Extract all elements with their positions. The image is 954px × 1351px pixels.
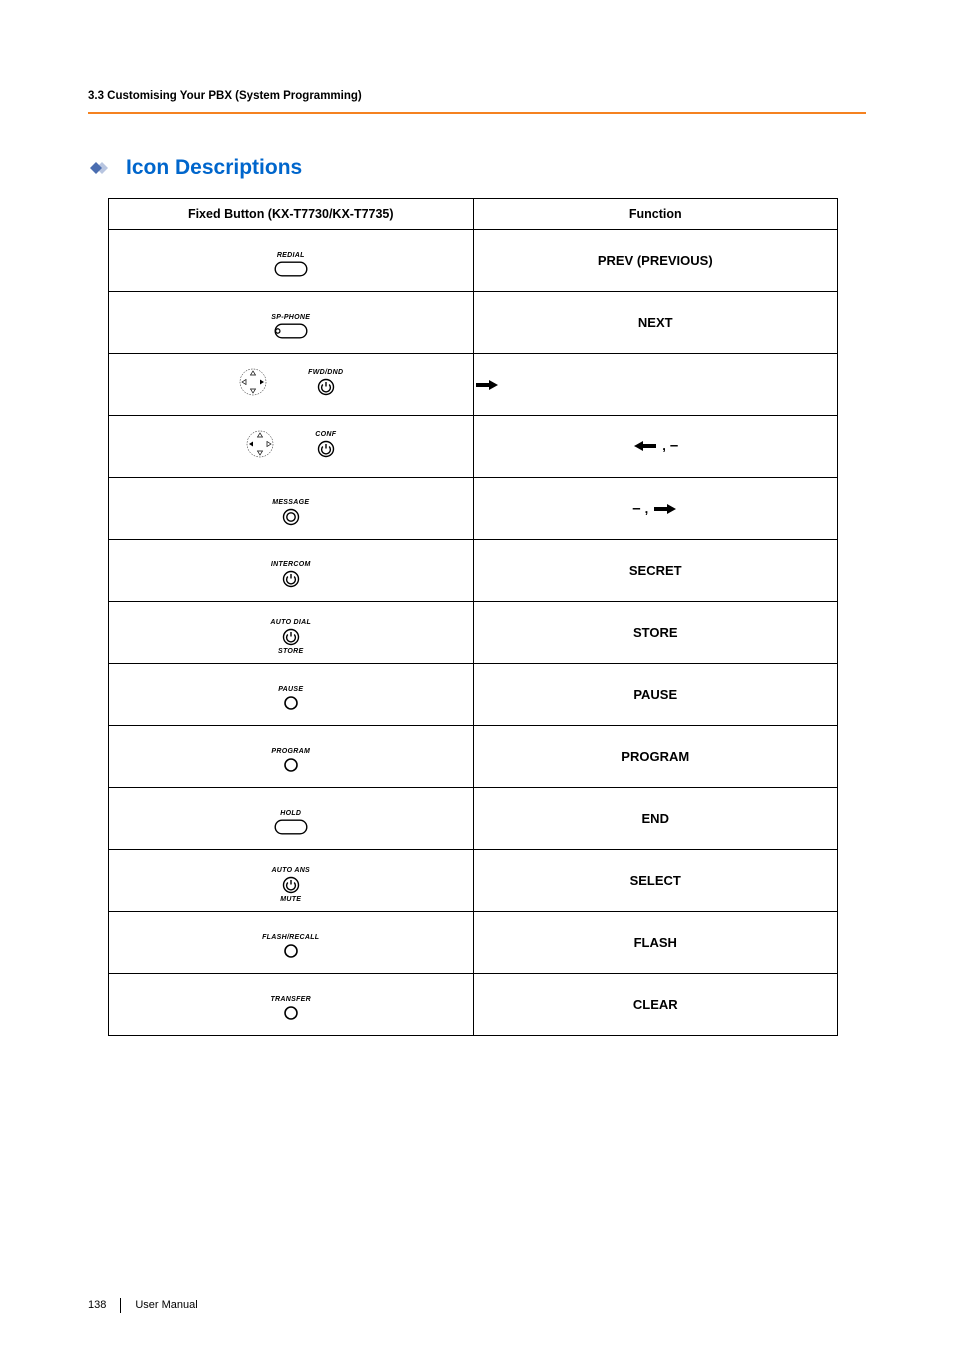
section-header: 3.3 Customising Your PBX (System Program… xyxy=(88,90,866,114)
func-cell: CLEAR xyxy=(473,974,838,1036)
table-row: INTERCOM SECRET xyxy=(109,540,838,602)
btn-cell: AUTO DIAL STORE xyxy=(109,602,474,664)
btn-cell: TRANSFER xyxy=(109,974,474,1036)
table-row: FWD/DND xyxy=(109,354,838,416)
btn-label: REDIAL xyxy=(277,252,305,259)
led-circle-button-icon xyxy=(317,378,335,396)
led-circle-button-icon xyxy=(282,876,300,894)
nav-pad-left-icon xyxy=(245,429,275,459)
oval-button-icon xyxy=(274,261,308,277)
circle-button-icon xyxy=(283,695,299,711)
table-row: FLASH/RECALL FLASH xyxy=(109,912,838,974)
func-cell: FLASH xyxy=(473,912,838,974)
btn-label: MESSAGE xyxy=(272,499,309,506)
oval-dot-button-icon xyxy=(274,323,308,339)
arrow-right-icon xyxy=(474,378,838,392)
btn-label: TRANSFER xyxy=(270,996,311,1003)
dash: – xyxy=(632,500,640,517)
btn-label: AUTO DIAL xyxy=(270,619,311,626)
btn-label: AUTO ANS xyxy=(271,867,310,874)
led-circle-button-icon xyxy=(282,628,300,646)
arrow-left-icon xyxy=(632,439,658,453)
table-row: AUTO DIAL STORE STORE xyxy=(109,602,838,664)
btn-label-bottom: STORE xyxy=(278,648,304,655)
led-circle-button-icon xyxy=(317,440,335,458)
comma: , xyxy=(645,501,649,516)
table-row: TRANSFER CLEAR xyxy=(109,974,838,1036)
btn-label: FLASH/RECALL xyxy=(262,934,319,941)
table-row: CONF xyxy=(109,416,838,478)
table-row: REDIAL PREV (PREVIOUS) xyxy=(109,230,838,292)
double-diamond-icon xyxy=(88,160,116,176)
table-row: PAUSE PAUSE xyxy=(109,664,838,726)
btn-cell: AUTO ANS MUTE xyxy=(109,850,474,912)
nav-pad-right-icon xyxy=(238,367,268,397)
func-cell: SECRET xyxy=(473,540,838,602)
func-cell: , – xyxy=(473,416,838,478)
btn-cell: REDIAL xyxy=(109,230,474,292)
led-circle-button-icon xyxy=(282,570,300,588)
func-cell: PREV (PREVIOUS) xyxy=(473,230,838,292)
func-cell: END xyxy=(473,788,838,850)
page-number: 138 xyxy=(88,1298,121,1313)
table-row: AUTO ANS MUTE SELECT xyxy=(109,850,838,912)
func-cell: NEXT xyxy=(473,292,838,354)
btn-label: PROGRAM xyxy=(271,748,310,755)
btn-cell: FWD/DND xyxy=(109,354,474,416)
btn-label: HOLD xyxy=(280,810,301,817)
func-cell: STORE xyxy=(473,602,838,664)
func-cell xyxy=(473,354,838,416)
table-row: MESSAGE – , xyxy=(109,478,838,540)
comma: , xyxy=(662,438,666,453)
btn-cell: INTERCOM xyxy=(109,540,474,602)
btn-label: PAUSE xyxy=(278,686,303,693)
dash: – xyxy=(670,437,678,454)
th-function: Function xyxy=(473,199,838,230)
manual-label: User Manual xyxy=(121,1299,197,1311)
btn-cell: SP-PHONE xyxy=(109,292,474,354)
icon-descriptions-table: Fixed Button (KX-T7730/KX-T7735) Functio… xyxy=(108,198,838,1036)
btn-label: INTERCOM xyxy=(271,561,311,568)
func-cell: PROGRAM xyxy=(473,726,838,788)
btn-cell: PROGRAM xyxy=(109,726,474,788)
table-row: HOLD END xyxy=(109,788,838,850)
btn-label: SP-PHONE xyxy=(271,314,310,321)
btn-cell: HOLD xyxy=(109,788,474,850)
table-row: PROGRAM PROGRAM xyxy=(109,726,838,788)
arrow-right-icon xyxy=(652,502,678,516)
func-cell: – , xyxy=(473,478,838,540)
btn-label-bottom: MUTE xyxy=(280,896,301,903)
btn-label: FWD/DND xyxy=(308,369,343,376)
footer: 138 User Manual xyxy=(88,1298,198,1313)
btn-cell: MESSAGE xyxy=(109,478,474,540)
btn-cell: CONF xyxy=(109,416,474,478)
table-row: SP-PHONE NEXT xyxy=(109,292,838,354)
title-text: Icon Descriptions xyxy=(126,156,302,180)
func-cell: SELECT xyxy=(473,850,838,912)
btn-cell: PAUSE xyxy=(109,664,474,726)
btn-cell: FLASH/RECALL xyxy=(109,912,474,974)
func-cell: PAUSE xyxy=(473,664,838,726)
circle-button-icon xyxy=(283,943,299,959)
circle-button-icon xyxy=(283,757,299,773)
title-row: Icon Descriptions xyxy=(88,156,866,180)
ring-button-icon xyxy=(282,508,300,526)
th-fixed-button: Fixed Button (KX-T7730/KX-T7735) xyxy=(109,199,474,230)
oval-button-icon xyxy=(274,819,308,835)
btn-label: CONF xyxy=(315,431,336,438)
circle-button-icon xyxy=(283,1005,299,1021)
